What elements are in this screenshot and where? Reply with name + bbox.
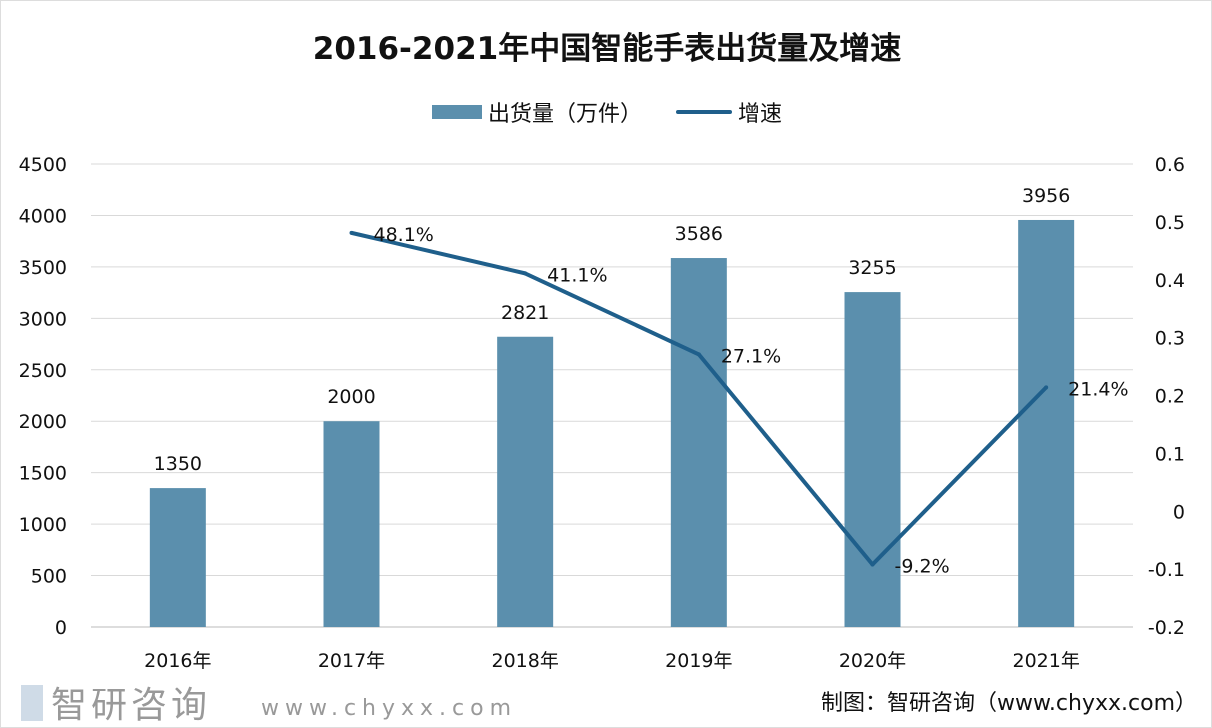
bar-data-label: 3956 [1022, 185, 1070, 207]
line-point [1044, 385, 1049, 390]
x-tick-label: 2017年 [318, 650, 385, 672]
bar-data-label: 1350 [154, 453, 202, 475]
x-tick-label: 2016年 [144, 650, 211, 672]
y-left-tick-label: 2000 [19, 411, 67, 433]
bar [497, 336, 554, 627]
y-right-tick-label: 0.4 [1155, 270, 1185, 292]
chart-title: 2016-2021年中国智能手表出货量及增速 [312, 31, 902, 67]
y-left-tick-label: 3500 [19, 257, 67, 279]
line-point [349, 230, 354, 235]
bar-data-label: 3255 [848, 257, 896, 279]
y-right-tick-label: -0.1 [1148, 559, 1185, 581]
y-left-tick-label: 4500 [19, 154, 67, 176]
bar [323, 421, 380, 627]
line-point [523, 271, 528, 276]
x-tick-label: 2018年 [491, 650, 558, 672]
line-data-label: 48.1% [374, 224, 434, 246]
legend-label: 出货量（万件） [487, 102, 642, 127]
y-right-tick-label: 0.2 [1155, 386, 1185, 408]
y-right-tick-label: 0.6 [1155, 154, 1185, 176]
legend-item-shipments[interactable]: 出货量（万件） [431, 96, 642, 128]
legend: 出货量（万件） 增速 [1, 96, 1211, 128]
bar-data-label: 3586 [675, 223, 723, 245]
watermark-logo-icon [21, 685, 43, 721]
legend-bar-swatch [431, 105, 482, 119]
x-tick-label: 2020年 [839, 650, 906, 672]
y-right-tick-label: 0.5 [1155, 212, 1185, 234]
x-tick-label: 2019年 [665, 650, 732, 672]
legend-line-swatch [676, 110, 732, 114]
bar [844, 292, 901, 627]
y-right-tick-label: 0.1 [1155, 443, 1185, 465]
legend-label: 增速 [738, 102, 783, 127]
bar-data-label: 2000 [327, 386, 375, 408]
watermark-url: www.chyxx.com [261, 696, 517, 721]
x-tick-label: 2021年 [1012, 650, 1079, 672]
y-right-tick-label: -0.2 [1148, 617, 1185, 639]
y-left-tick-label: 1000 [19, 514, 67, 536]
line-point [870, 562, 875, 567]
bar [1018, 219, 1075, 627]
line-data-label: 41.1% [547, 264, 607, 286]
y-right-tick-label: 0 [1173, 501, 1185, 523]
y-left-tick-label: 0 [55, 617, 67, 639]
y-left-tick-label: 3000 [19, 308, 67, 330]
line-data-label: -9.2% [895, 555, 950, 577]
watermark-text: 智研咨询 [51, 685, 211, 726]
line-point [696, 352, 701, 357]
line-data-label: 21.4% [1068, 378, 1128, 400]
y-left-tick-label: 2500 [19, 360, 67, 382]
bar-data-label: 2821 [501, 302, 549, 324]
y-left-tick-label: 4000 [19, 205, 67, 227]
line-data-label: 27.1% [721, 345, 781, 367]
source-note: 制图：智研咨询（www.chyxx.com） [820, 691, 1197, 716]
legend-item-growth[interactable]: 增速 [676, 96, 782, 128]
bar [670, 258, 727, 627]
y-left-tick-label: 500 [31, 566, 67, 588]
y-left-tick-label: 1500 [19, 463, 67, 485]
y-right-tick-label: 0.3 [1155, 328, 1185, 350]
bar [149, 488, 206, 627]
